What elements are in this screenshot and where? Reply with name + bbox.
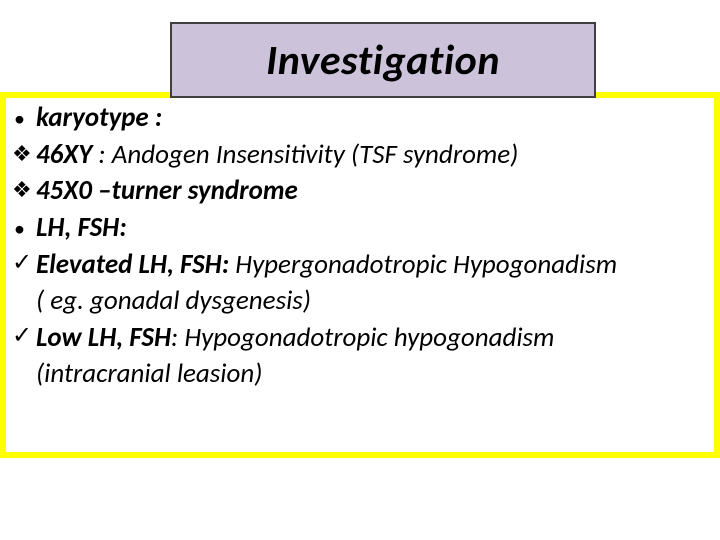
text-karyotype: karyotype : <box>36 100 712 136</box>
text-46xy: 46XY : Andogen Insensitivity (TSF syndro… <box>36 137 712 173</box>
bullet-diamond-icon: ❖ <box>12 137 36 168</box>
list-item-continuation: ( eg. gonadal dysgenesis) <box>12 283 712 319</box>
text-lhfsh: LH, FSH: <box>36 210 712 246</box>
bullet-diamond-icon: ❖ <box>12 173 36 204</box>
list-item: • LH, FSH: <box>12 210 712 246</box>
list-item: ❖ 46XY : Andogen Insensitivity (TSF synd… <box>12 137 712 173</box>
text-elevated: Elevated LH, FSH: Hypergonadotropic Hypo… <box>36 247 712 283</box>
bullet-dot-icon: • <box>12 210 36 243</box>
list-item: ❖ 45X0 –turner syndrome <box>12 173 712 209</box>
text-low: Low LH, FSH: Hypogonadotropic hypogonadi… <box>36 320 712 356</box>
text-elevated-cont: ( eg. gonadal dysgenesis) <box>36 283 712 319</box>
bullet-check-icon: ✓ <box>12 320 36 352</box>
content-area: • karyotype : ❖ 46XY : Andogen Insensiti… <box>12 100 712 393</box>
bullet-check-icon: ✓ <box>12 247 36 279</box>
bullet-dot-icon: • <box>12 100 36 133</box>
text-45x0: 45X0 –turner syndrome <box>36 173 712 209</box>
list-item: • karyotype : <box>12 100 712 136</box>
list-item-continuation: (intracranial leasion) <box>12 356 712 392</box>
title-box: Investigation <box>170 22 596 98</box>
text-low-cont: (intracranial leasion) <box>36 356 712 392</box>
list-item: ✓ Elevated LH, FSH: Hypergonadotropic Hy… <box>12 247 712 283</box>
slide-title: Investigation <box>266 35 500 86</box>
list-item: ✓ Low LH, FSH: Hypogonadotropic hypogona… <box>12 320 712 356</box>
